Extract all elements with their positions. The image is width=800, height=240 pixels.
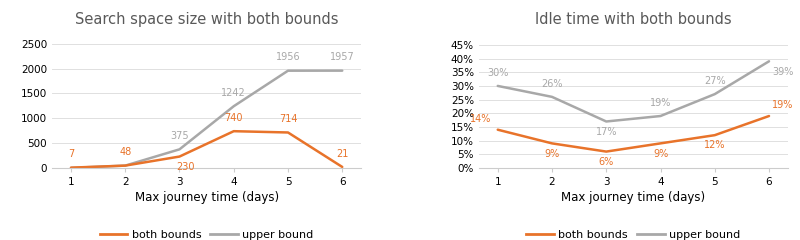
Title: Idle time with both bounds: Idle time with both bounds	[535, 12, 732, 27]
Text: 30%: 30%	[487, 68, 509, 78]
Text: 6%: 6%	[598, 157, 614, 167]
Text: 19%: 19%	[650, 98, 671, 108]
Text: 17%: 17%	[595, 127, 617, 137]
Text: 27%: 27%	[704, 76, 726, 86]
Title: Search space size with both bounds: Search space size with both bounds	[75, 12, 338, 27]
Text: 230: 230	[176, 162, 194, 172]
Text: 21: 21	[336, 149, 349, 159]
Text: 714: 714	[278, 114, 298, 124]
Legend: both bounds, upper bound: both bounds, upper bound	[522, 226, 745, 240]
Text: 1242: 1242	[222, 88, 246, 98]
Text: 19%: 19%	[772, 101, 794, 110]
Legend: both bounds, upper bound: both bounds, upper bound	[95, 226, 318, 240]
Text: 375: 375	[170, 131, 189, 141]
Text: 14%: 14%	[470, 114, 492, 124]
X-axis label: Max journey time (days): Max journey time (days)	[134, 191, 278, 204]
Text: 1957: 1957	[330, 52, 354, 62]
Text: 9%: 9%	[544, 149, 560, 159]
Text: 48: 48	[119, 147, 131, 157]
Text: 7: 7	[68, 149, 74, 159]
X-axis label: Max journey time (days): Max journey time (days)	[562, 191, 706, 204]
Text: 1956: 1956	[276, 52, 300, 62]
Text: 740: 740	[225, 113, 243, 123]
Text: 9%: 9%	[653, 149, 668, 159]
Text: 26%: 26%	[542, 78, 562, 89]
Text: 12%: 12%	[704, 140, 726, 150]
Text: 39%: 39%	[772, 66, 794, 77]
